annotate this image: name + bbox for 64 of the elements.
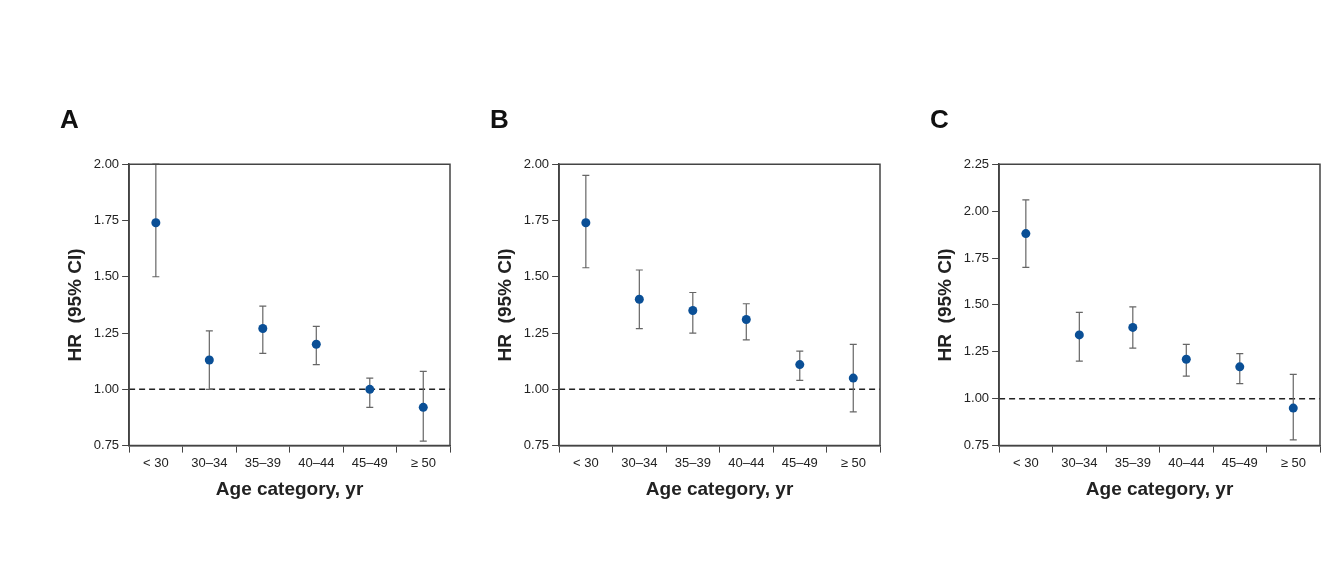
x-tick-label: 45–49 — [1221, 454, 1258, 470]
x-tick-label: < 30 — [143, 454, 169, 470]
x-tick-label: ≥ 50 — [410, 454, 436, 470]
point — [848, 373, 858, 383]
y-tick-label: 1.50 — [963, 296, 990, 312]
x-tick-label: 30–34 — [621, 454, 658, 470]
x-tick-label: 35–39 — [1114, 454, 1151, 470]
point — [1235, 362, 1245, 372]
y-axis-title: HR (95% CI) — [63, 248, 85, 362]
point — [1021, 229, 1031, 239]
y-tick-label: 1.00 — [523, 380, 550, 396]
y-tick-label: 1.00 — [93, 380, 120, 396]
x-tick-label: 45–49 — [781, 454, 818, 470]
chart-title: C — [930, 103, 949, 134]
point — [204, 355, 214, 365]
x-tick-label: 40–44 — [1168, 454, 1205, 470]
point — [418, 402, 428, 412]
y-tick-label: 2.25 — [963, 155, 990, 171]
x-tick-label: < 30 — [1013, 454, 1039, 470]
point — [311, 339, 321, 349]
y-tick-label: 1.00 — [963, 390, 990, 406]
y-tick-label: 0.75 — [523, 437, 550, 453]
y-axis-title: HR (95% CI) — [933, 248, 955, 362]
point — [258, 324, 268, 334]
point — [581, 218, 591, 228]
chart-title: B — [490, 103, 509, 134]
y-tick-label: 1.25 — [963, 343, 990, 359]
y-tick-label: 2.00 — [963, 202, 990, 218]
point — [1074, 330, 1084, 340]
y-tick-label: 1.75 — [963, 249, 990, 265]
x-tick-label: 35–39 — [674, 454, 711, 470]
point — [365, 384, 375, 394]
y-axis-title: HR (95% CI) — [493, 248, 515, 362]
y-tick-label: 0.75 — [93, 437, 120, 453]
y-tick-label: 1.25 — [93, 324, 120, 340]
x-tick-label: 30–34 — [1061, 454, 1098, 470]
y-tick-label: 2.00 — [93, 155, 120, 171]
y-tick-label: 2.00 — [523, 155, 550, 171]
y-tick-label: 1.75 — [523, 212, 550, 228]
x-axis-title: Age category, yr — [1085, 477, 1234, 499]
y-tick-label: 1.50 — [93, 268, 120, 284]
point — [741, 315, 751, 325]
point — [1288, 403, 1298, 413]
point — [795, 360, 805, 370]
y-tick-label: 1.25 — [523, 324, 550, 340]
x-tick-label: 40–44 — [728, 454, 765, 470]
point — [1128, 322, 1138, 332]
point — [688, 306, 698, 316]
x-tick-label: < 30 — [573, 454, 599, 470]
x-tick-label: ≥ 50 — [1280, 454, 1306, 470]
point — [634, 294, 644, 304]
point — [151, 218, 161, 228]
point — [1181, 354, 1191, 364]
x-axis-title: Age category, yr — [215, 477, 364, 499]
x-tick-label: 40–44 — [298, 454, 335, 470]
x-tick-label: 30–34 — [191, 454, 228, 470]
y-tick-label: 1.50 — [523, 268, 550, 284]
y-tick-label: 1.75 — [93, 212, 120, 228]
x-tick-label: 45–49 — [351, 454, 388, 470]
x-tick-label: ≥ 50 — [840, 454, 866, 470]
chart-title: A — [60, 103, 79, 134]
y-tick-label: 0.75 — [963, 437, 990, 453]
x-axis-title: Age category, yr — [645, 477, 794, 499]
x-tick-label: 35–39 — [244, 454, 281, 470]
